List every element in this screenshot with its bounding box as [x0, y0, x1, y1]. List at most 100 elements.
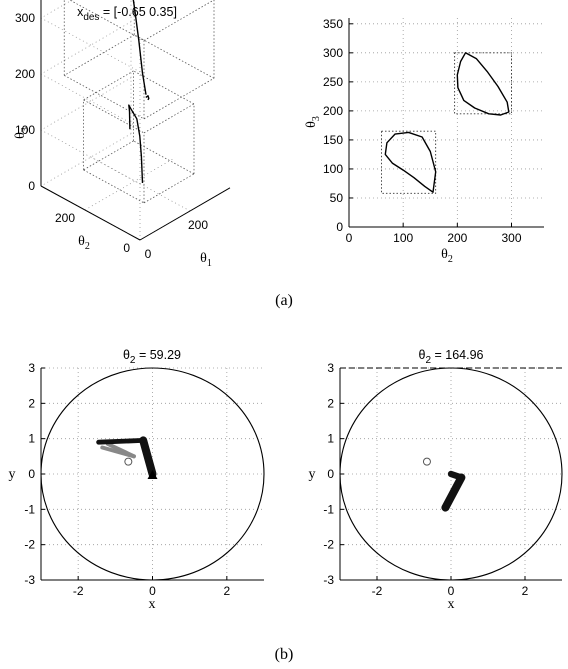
grid-floor-x-1 [90, 156, 191, 212]
trajectory-loop-0 [384, 131, 437, 193]
y-tick-label-1: 2 [28, 396, 35, 410]
bounding-box-lower-edge-6 [83, 70, 134, 101]
theta1-tick-label-1: 200 [188, 218, 208, 232]
ghost-link-1 [105, 442, 136, 459]
panel-title-rest: = 164.96 [431, 348, 484, 362]
arm-link-1 [441, 473, 466, 512]
x-tick-label-0: -2 [73, 584, 84, 598]
workspace-circle [40, 367, 265, 581]
bounding-box-upper-edge-0 [143, 77, 215, 120]
arm-link-0 [139, 436, 157, 478]
bounding-box-upper-edge-7 [68, 0, 145, 41]
target-marker [124, 457, 133, 466]
trajectory-curve-2 [128, 104, 144, 184]
arm-link-1 [96, 438, 146, 445]
bounding-box-lower-edge-1 [133, 140, 195, 175]
trajectory-loop-1 [456, 52, 510, 116]
panel-title: xdes = [-0.65 0.35] [77, 5, 177, 23]
y-tick-label-4: -1 [323, 502, 334, 516]
theta3-axis-label-main: θ [13, 132, 28, 139]
y-tick-label-2: 100 [323, 162, 343, 176]
y-tick-label-4: 200 [323, 104, 343, 118]
x-tick-label-2: 2 [223, 584, 230, 598]
panel-title: θ2 = 59.29 [123, 348, 181, 366]
y-tick-label-2: 1 [28, 432, 35, 446]
theta3-axis-label: θ3 [13, 127, 31, 139]
x-tick-label-0: -2 [372, 584, 383, 598]
y-tick-label-6: 300 [323, 46, 343, 60]
base-marker [147, 470, 158, 479]
grid-z-1 [40, 77, 141, 185]
caption-b: (b) [275, 646, 294, 663]
theta1-tick-label-0: 0 [145, 247, 152, 261]
y-tick-label-6: -3 [323, 573, 334, 587]
panel-title-main: θ [419, 348, 426, 362]
theta3-axis-label-subscript: 3 [20, 127, 31, 132]
bounding-box-1 [454, 52, 512, 115]
y-tick-label-6: -3 [24, 573, 35, 587]
theta3-tick-label-0: 0 [28, 179, 35, 193]
theta2-tick-label-1: 200 [55, 211, 75, 225]
y-tick-label-4: -1 [24, 502, 35, 516]
bounding-box-upper-edge-3 [64, 75, 145, 120]
y-axis-label: y [9, 467, 16, 482]
theta1-axis-label-subscript: 1 [207, 258, 212, 269]
x-tick-label-1: 100 [393, 231, 413, 245]
theta3-tick-label-1: 100 [15, 123, 35, 137]
theta2-axis-label-subscript: 2 [85, 241, 90, 252]
bounding-box-lower-edge-0 [143, 173, 195, 204]
panel-title-rest: = 59.29 [135, 348, 181, 362]
bounding-box-lower-edge-4 [143, 103, 195, 134]
bounding-box-lower-edge-2 [83, 140, 134, 171]
theta2-axis-label: θ2 [78, 234, 90, 252]
x-axis-label: x [149, 597, 156, 612]
grid-z-2 [40, 21, 141, 129]
theta1-axis-label-main: θ [200, 251, 207, 266]
bounding-box-upper-edge-2 [64, 34, 135, 76]
y-tick-label-0: 0 [336, 220, 343, 234]
theta1-axis-label: θ1 [200, 251, 212, 269]
panel-title-subscript: 2 [425, 355, 431, 366]
panel-title-rest: = [-0.65 0.35] [99, 5, 176, 19]
theta2-axis-line [40, 185, 141, 241]
x-tick-label-2: 2 [522, 584, 529, 598]
grid-floor-y-1 [84, 157, 176, 211]
x-tick-label-3: 300 [501, 231, 521, 245]
y-tick-label-3: 0 [327, 467, 334, 481]
y-tick-label-1: 2 [327, 396, 334, 410]
bounding-box-upper-edge-4 [143, 0, 215, 41]
x-tick-label-2: 200 [447, 231, 467, 245]
theta2-tick-label-0: 0 [123, 241, 130, 255]
theta3-tick-label-3: 300 [15, 11, 35, 25]
caption-a: (a) [275, 292, 293, 309]
panel-title-main: x [77, 5, 84, 19]
panel-title: θ2 = 164.96 [419, 348, 484, 366]
trajectory-curve-1 [145, 95, 150, 101]
y-tick-label-3: 0 [28, 467, 35, 481]
y-tick-label-3: 150 [323, 133, 343, 147]
panel-title-subscript: 2 [130, 355, 136, 366]
target-marker [422, 457, 431, 466]
x-tick-label-1: 0 [448, 584, 455, 598]
trajectory-curve-0 [132, 0, 147, 95]
theta1-axis-line [139, 187, 231, 241]
x-axis-label: θ2 [441, 247, 453, 265]
y-axis-label: y [309, 467, 316, 482]
y-tick-label-0: 3 [327, 361, 334, 375]
x-axis-label-main: θ [441, 247, 448, 262]
panel-title-main: θ [123, 348, 130, 362]
y-tick-label-5: -2 [24, 538, 35, 552]
x-tick-label-1: 0 [149, 584, 156, 598]
y-axis-label-subscript: 3 [311, 116, 322, 121]
bounding-box-0 [381, 130, 437, 194]
x-axis-label-subscript: 2 [448, 254, 453, 265]
bounding-box-lower-edge-3 [83, 169, 145, 204]
y-tick-label-0: 3 [28, 361, 35, 375]
theta2-axis-label-main: θ [78, 234, 85, 249]
x-axis-label: x [448, 597, 455, 612]
